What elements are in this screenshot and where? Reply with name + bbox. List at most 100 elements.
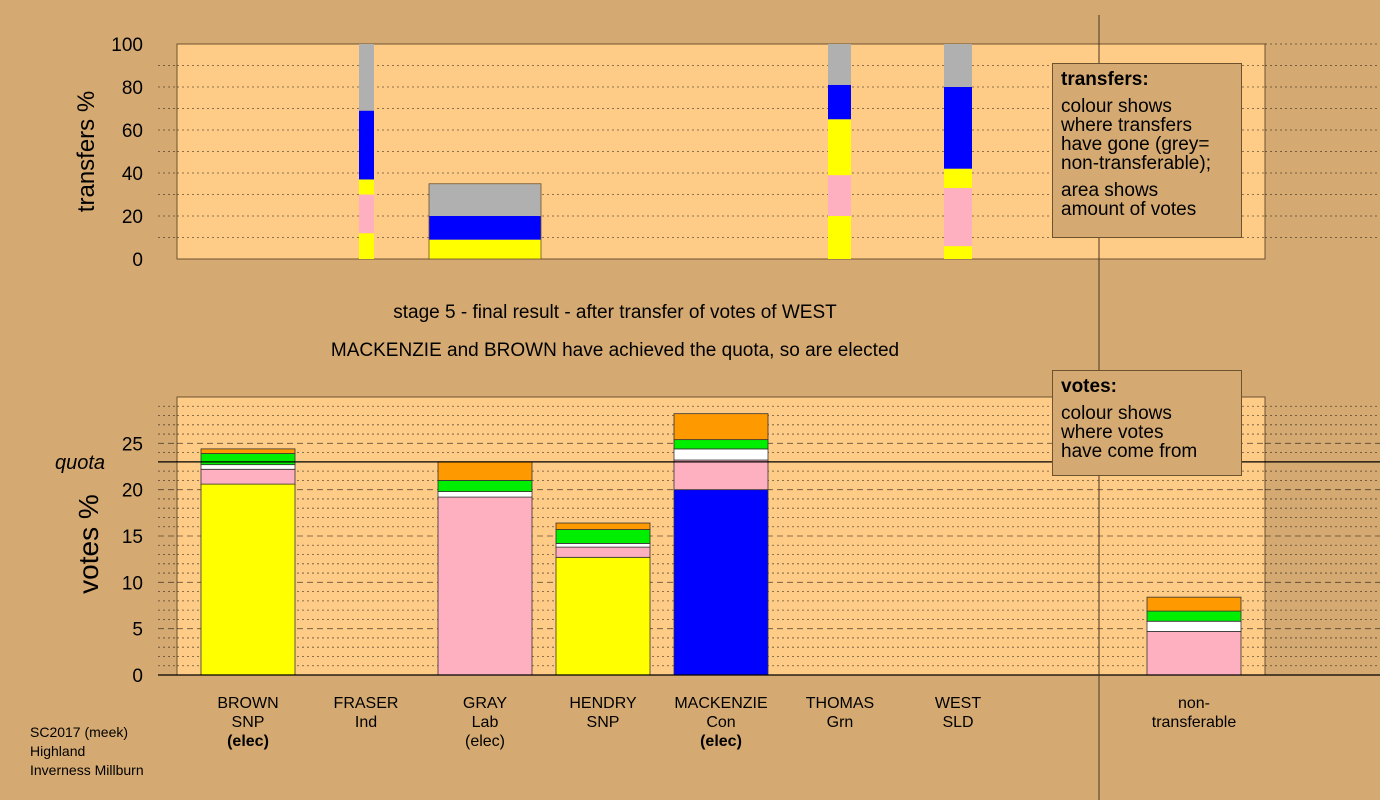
transfer-segment-yellow <box>944 168 972 189</box>
vote-segment-orange <box>555 522 651 530</box>
votes-legend-text: colour shows where votes have come from <box>1061 404 1233 461</box>
candidate-party: transferable <box>1151 714 1237 731</box>
legend-line: colour shows <box>1061 403 1172 424</box>
footer-ward: Inverness Millburn <box>30 762 144 778</box>
transfer-segment-grey <box>429 183 541 216</box>
vote-segment-white <box>437 491 533 498</box>
candidate-name: non- <box>1177 695 1211 712</box>
vote-segment-white <box>1146 620 1242 632</box>
legend-line: have gone (grey= <box>1061 134 1210 155</box>
transfer-segment-yellow <box>944 246 972 259</box>
candidate-label: GRAY Lab (elec) <box>420 694 550 751</box>
transfer-segment-grey <box>828 44 851 85</box>
transfer-segment-pink <box>828 175 851 216</box>
candidate-name: THOMAS <box>805 695 875 712</box>
legend-line: amount of votes <box>1061 199 1197 220</box>
votes-tick-label: 25 <box>122 434 143 455</box>
legend-line: where transfers <box>1061 115 1192 136</box>
footer-council: Highland <box>30 743 86 759</box>
candidate-label: non-transferable <box>1129 694 1259 732</box>
vote-segment-pink <box>555 546 651 558</box>
candidate-name: GRAY <box>462 695 508 712</box>
votes-tick-label: 5 <box>132 620 143 641</box>
footer-election: SC2017 (meek) <box>30 724 129 740</box>
transfers-legend-box: transfers: colour shows where transfers … <box>1052 63 1242 238</box>
candidate-party: SNP <box>586 714 620 731</box>
candidate-party: Ind <box>354 714 378 731</box>
transfers-tick-label: 0 <box>132 250 143 271</box>
votes-tick-label: 20 <box>122 481 143 502</box>
transfers-tick-label: 60 <box>122 121 143 142</box>
elected-caption: MACKENZIE and BROWN have achieved the qu… <box>330 340 900 361</box>
legend-line: colour shows <box>1061 96 1172 117</box>
candidate-label: MACKENZIE Con (elec) <box>656 694 786 751</box>
vote-segment-blue <box>673 489 769 676</box>
vote-segment-pink <box>437 496 533 676</box>
candidate-party: SLD <box>942 714 974 731</box>
transfer-segment-pink <box>359 194 374 234</box>
transfers-legend-title: transfers: <box>1061 69 1149 90</box>
votes-legend-box: votes: colour shows where votes have com… <box>1052 370 1242 476</box>
candidate-label: HENDRY SNP <box>538 694 668 732</box>
vote-segment-orange <box>437 461 533 481</box>
candidate-name: FRASER <box>333 695 399 712</box>
candidate-name: BROWN <box>217 695 279 712</box>
candidate-label: BROWN SNP (elec) <box>183 694 313 751</box>
vote-segment-pink <box>673 459 769 491</box>
transfer-segment-yellow <box>828 119 851 176</box>
votes-tick-label: 0 <box>132 666 143 687</box>
stage-caption: stage 5 - final result - after transfer … <box>393 302 837 323</box>
legend-line: have come from <box>1061 441 1198 462</box>
candidate-party: Lab <box>471 714 499 731</box>
vote-segment-pink <box>200 468 296 485</box>
transfer-segment-yellow <box>828 216 851 259</box>
legend-line: area shows <box>1061 180 1159 201</box>
vote-segment-white <box>673 448 769 461</box>
transfers-axis-label: transfers % <box>73 91 100 212</box>
candidate-status: (elec) <box>700 733 742 750</box>
vote-segment-green <box>200 453 296 466</box>
candidate-party: Con <box>706 714 736 731</box>
transfer-segment-grey <box>944 44 972 87</box>
transfers-legend-text-2: area shows amount of votes <box>1061 181 1233 219</box>
vote-segment-white <box>200 464 296 470</box>
transfer-segment-yellow <box>359 179 374 195</box>
vote-segment-white <box>555 543 651 548</box>
candidate-label: WEST SLD <box>893 694 1023 732</box>
transfers-tick-label: 20 <box>122 207 143 228</box>
transfer-segment-blue <box>828 84 851 120</box>
transfer-segment-blue <box>944 87 972 169</box>
transfers-legend-text-1: colour shows where transfers have gone (… <box>1061 97 1233 173</box>
candidate-status: (elec) <box>464 733 505 750</box>
transfer-segment-blue <box>429 216 541 240</box>
candidate-label: FRASER Ind <box>301 694 431 732</box>
transfer-segment-yellow <box>429 239 541 259</box>
vote-segment-green <box>437 479 533 492</box>
votes-legend-title: votes: <box>1061 376 1117 397</box>
candidate-label: THOMAS Grn <box>775 694 905 732</box>
transfer-segment-yellow <box>359 233 374 259</box>
transfers-tick-label: 100 <box>111 35 143 56</box>
vote-segment-green <box>555 529 651 544</box>
candidate-name: WEST <box>934 695 982 712</box>
transfer-column-outline <box>428 183 542 260</box>
legend-line: where votes <box>1061 422 1164 443</box>
candidate-party: SNP <box>231 714 265 731</box>
transfers-tick-label: 40 <box>122 164 143 185</box>
vote-segment-orange <box>1146 596 1242 612</box>
votes-tick-label: 10 <box>122 573 143 594</box>
transfers-tick-label: 80 <box>122 78 143 99</box>
candidate-name: MACKENZIE <box>674 695 768 712</box>
candidate-status: (elec) <box>227 733 269 750</box>
vote-segment-green <box>673 439 769 450</box>
legend-line: non-transferable); <box>1061 153 1211 174</box>
candidate-party: Grn <box>826 714 854 731</box>
vote-segment-pink <box>1146 631 1242 676</box>
votes-axis-label: votes % <box>73 494 104 594</box>
vote-segment-green <box>1146 610 1242 622</box>
transfer-segment-pink <box>944 188 972 247</box>
transfer-segment-blue <box>359 110 374 180</box>
footer-info: SC2017 (meek) Highland Inverness Millbur… <box>30 723 144 780</box>
vote-segment-orange <box>200 448 296 454</box>
vote-segment-yellow <box>555 556 651 676</box>
